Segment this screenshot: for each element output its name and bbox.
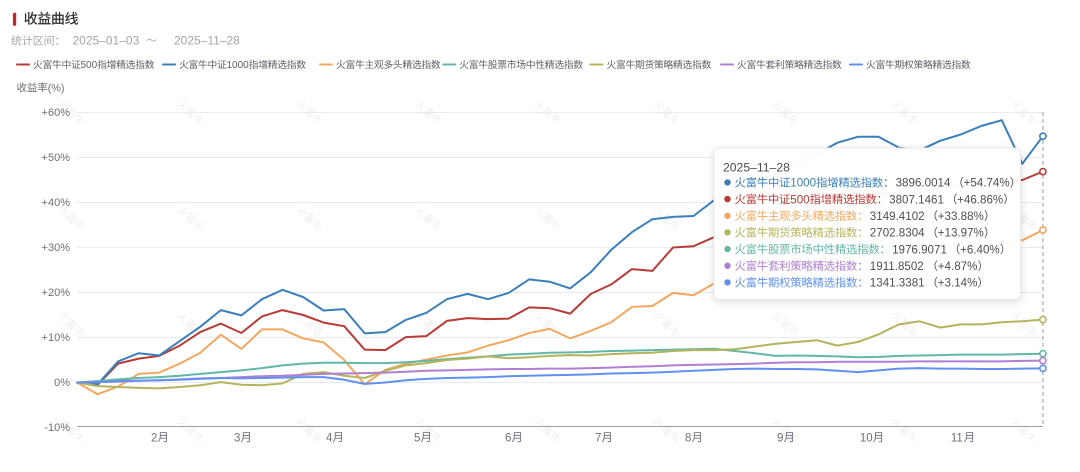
svg-text:+40%: +40% bbox=[42, 197, 71, 209]
svg-text:2702.8304: 2702.8304 bbox=[870, 227, 925, 240]
svg-text:5: 5 bbox=[414, 432, 420, 444]
svg-text:500: 500 bbox=[81, 60, 98, 71]
svg-text:9: 9 bbox=[777, 432, 783, 444]
svg-text:(%): (%) bbox=[48, 82, 65, 94]
svg-text:+33.88%: +33.88% bbox=[938, 210, 984, 223]
svg-text:4: 4 bbox=[326, 432, 333, 444]
svg-text:6: 6 bbox=[505, 432, 511, 444]
svg-text:3896.0014: 3896.0014 bbox=[896, 177, 951, 190]
svg-text:3: 3 bbox=[234, 432, 240, 444]
svg-text:+4.87%: +4.87% bbox=[938, 260, 978, 273]
svg-text:3807.1461: 3807.1461 bbox=[889, 193, 944, 206]
svg-text:1341.3381: 1341.3381 bbox=[870, 277, 925, 290]
svg-text:+50%: +50% bbox=[42, 152, 71, 164]
svg-text:1911.8502: 1911.8502 bbox=[870, 260, 924, 273]
svg-text:+60%: +60% bbox=[42, 107, 71, 119]
svg-text:2: 2 bbox=[151, 432, 157, 444]
svg-text:+54.74%: +54.74% bbox=[964, 177, 1010, 190]
svg-text:10: 10 bbox=[860, 432, 873, 444]
svg-text:11: 11 bbox=[951, 432, 963, 444]
svg-text:+13.97%: +13.97% bbox=[938, 227, 984, 240]
svg-text:2025–11–28: 2025–11–28 bbox=[723, 161, 790, 175]
svg-text:3149.4102: 3149.4102 bbox=[870, 210, 925, 223]
svg-text:+3.14%: +3.14% bbox=[938, 277, 978, 290]
svg-text:+46.86%: +46.86% bbox=[957, 193, 1003, 206]
svg-text:1976.9071: 1976.9071 bbox=[892, 243, 947, 256]
svg-text:2025–01–03: 2025–01–03 bbox=[73, 33, 140, 47]
svg-text:500: 500 bbox=[790, 193, 809, 206]
svg-text:-10%: -10% bbox=[44, 422, 70, 434]
svg-text:8: 8 bbox=[685, 432, 691, 444]
svg-text:1000: 1000 bbox=[227, 60, 250, 71]
svg-text:+20%: +20% bbox=[42, 287, 71, 299]
svg-text:7: 7 bbox=[595, 432, 601, 444]
svg-text:+30%: +30% bbox=[42, 242, 71, 254]
svg-text:+10%: +10% bbox=[42, 332, 71, 344]
svg-text:1000: 1000 bbox=[790, 177, 816, 190]
svg-text:0%: 0% bbox=[54, 377, 70, 389]
svg-text:2025–11–28: 2025–11–28 bbox=[174, 33, 240, 47]
svg-text:+6.40%: +6.40% bbox=[960, 243, 1000, 256]
